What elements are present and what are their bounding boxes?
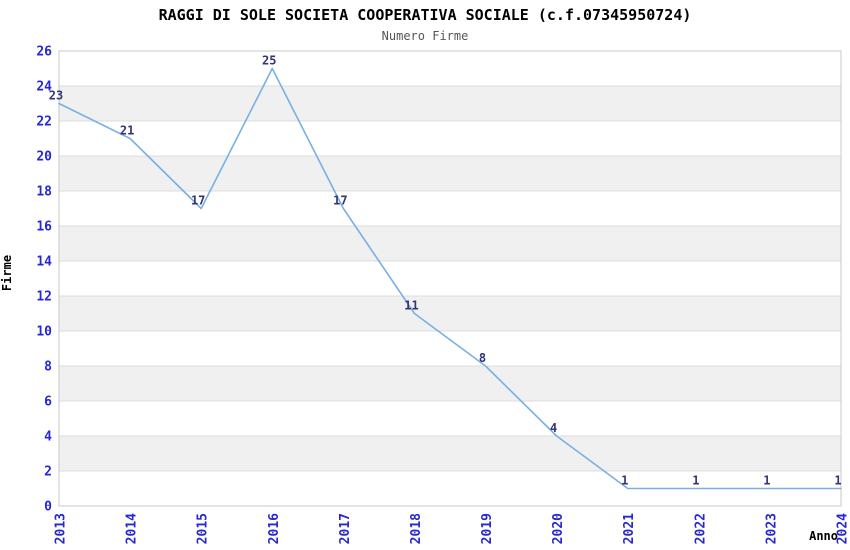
value-label: 1 <box>763 474 770 488</box>
y-tick-label: 6 <box>44 395 52 410</box>
data-line <box>58 67 842 490</box>
value-label: 4 <box>550 421 557 435</box>
plot-border <box>58 50 842 507</box>
x-tick-label: 2021 <box>622 513 637 544</box>
y-tick-label: 14 <box>36 255 52 270</box>
y-tick-label: 26 <box>36 45 52 60</box>
value-label: 8 <box>479 351 486 365</box>
value-label: 11 <box>404 299 418 313</box>
y-tick-label: 16 <box>36 220 52 235</box>
x-tick-label: 2019 <box>480 513 495 544</box>
y-tick-label: 0 <box>44 500 52 515</box>
value-label: 17 <box>191 194 205 208</box>
value-label: 1 <box>692 474 699 488</box>
value-label: 25 <box>262 54 276 68</box>
grid-band <box>59 156 841 191</box>
x-tick-label: 2016 <box>267 513 282 544</box>
x-tick-label: 2015 <box>196 513 211 544</box>
grid-band <box>59 436 841 471</box>
x-tick-label: 2020 <box>551 513 566 544</box>
y-tick-label: 22 <box>36 115 52 130</box>
value-label: 23 <box>49 89 63 103</box>
value-label: 1 <box>621 474 628 488</box>
value-label: 1 <box>834 474 841 488</box>
grid-band <box>59 366 841 401</box>
y-tick-label: 2 <box>44 465 52 480</box>
y-tick-label: 4 <box>44 430 52 445</box>
grid-band <box>59 226 841 261</box>
y-tick-label: 24 <box>36 80 52 95</box>
grid-band <box>59 296 841 331</box>
y-tick-label: 18 <box>36 185 52 200</box>
value-label: 17 <box>333 194 347 208</box>
y-tick-label: 20 <box>36 150 52 165</box>
x-tick-label: 2013 <box>54 513 69 544</box>
y-tick-label: 10 <box>36 325 52 340</box>
x-axis-title: Anno <box>809 529 838 543</box>
value-label: 21 <box>120 124 134 138</box>
x-tick-label: 2017 <box>338 513 353 544</box>
x-tick-label: 2024 <box>836 513 850 544</box>
grid-band <box>59 86 841 121</box>
y-tick-label: 12 <box>36 290 52 305</box>
x-tick-label: 2023 <box>764 513 779 544</box>
x-tick-label: 2022 <box>693 513 708 544</box>
chart-subtitle: Numero Firme <box>381 29 469 43</box>
x-tick-label: 2014 <box>125 513 140 544</box>
x-tick-label: 2018 <box>409 513 424 544</box>
chart-title: RAGGI DI SOLE SOCIETA COOPERATIVA SOCIAL… <box>158 6 692 24</box>
y-tick-label: 8 <box>44 360 52 375</box>
